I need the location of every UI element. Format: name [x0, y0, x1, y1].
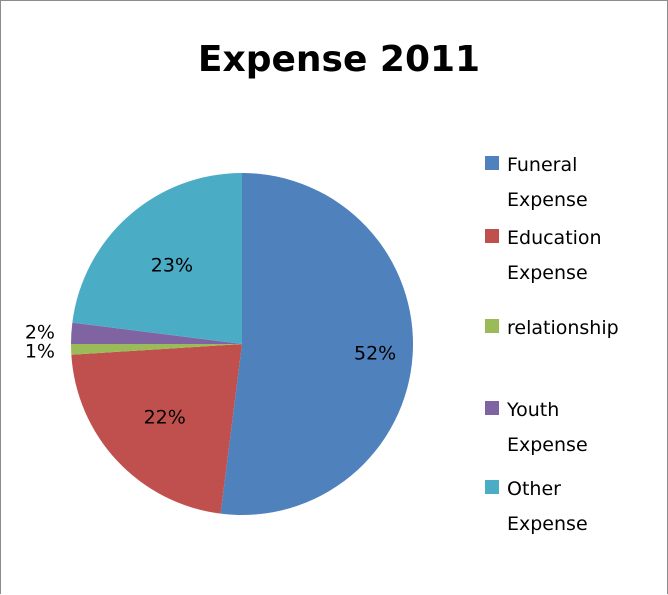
data-label: 23% [151, 254, 193, 276]
legend-label: Other [507, 478, 561, 500]
legend-swatch [485, 401, 499, 415]
pie-slice-youth-expense [71, 322, 242, 344]
legend-label: Expense [507, 434, 588, 456]
legend-swatch [485, 229, 499, 243]
legend: Funeral Expense Education Expense relationsh… [485, 154, 619, 535]
legend-label: Expense [507, 189, 588, 211]
chart-title: Expense 2011 [198, 39, 480, 80]
data-label: 22% [144, 407, 186, 429]
pie-slice-relationship [71, 344, 242, 355]
legend-swatch [485, 480, 499, 494]
pie-slices [71, 173, 413, 515]
legend-label: Funeral [507, 154, 577, 176]
data-label: 52% [354, 342, 396, 364]
pie-slice-education-expense [71, 344, 242, 514]
legend-label: Expense [507, 513, 588, 535]
legend-label: Youth [506, 399, 559, 421]
legend-label: Education [507, 227, 602, 249]
data-label: 1% [25, 340, 55, 362]
data-label: 2% [25, 321, 55, 343]
legend-label: relationship [507, 317, 619, 339]
legend-swatch [485, 319, 499, 333]
legend-swatch [485, 156, 499, 170]
pie-slice-other-expense [72, 173, 242, 344]
pie-slice-funeral-expense [220, 173, 413, 515]
data-labels: 52% 22% 1%2% 23% [25, 254, 396, 428]
legend-label: Expense [507, 262, 588, 284]
